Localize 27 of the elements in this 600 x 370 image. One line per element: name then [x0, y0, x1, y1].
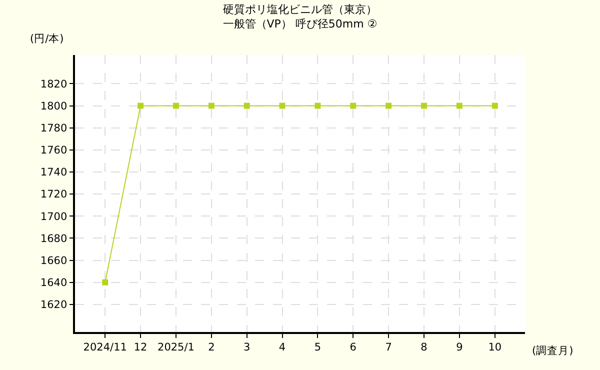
y-tick-label: 1680	[40, 232, 68, 245]
x-tick-label: 6	[350, 341, 357, 354]
y-tick-label: 1800	[40, 100, 68, 112]
y-tick-label: 1740	[40, 166, 68, 179]
y-tick-label: 1820	[40, 78, 68, 90]
x-tick-label: 2024/11	[83, 341, 127, 354]
x-axis-title: (調査月)	[532, 344, 574, 357]
x-tick-label: 2	[208, 341, 215, 354]
y-tick-label: 1640	[40, 277, 68, 290]
y-tick-label: 1780	[40, 122, 68, 135]
y-tick-label: 1700	[40, 210, 68, 223]
y-tick-label: 1760	[40, 144, 68, 157]
x-tick-label: 8	[420, 341, 428, 354]
x-tick-label: 7	[385, 341, 392, 354]
y-tick-label: 1620	[40, 299, 68, 312]
x-tick-label: 5	[314, 341, 322, 354]
x-tick-label: 3	[244, 341, 250, 354]
chart-subtitle: 一般管（VP） 呼び径50mm ②	[222, 17, 378, 30]
x-tick-label: 10	[488, 341, 502, 354]
y-tick-label: 1720	[40, 188, 68, 201]
y-axis-title: (円/本)	[30, 32, 64, 45]
x-tick-label: 2025/1	[158, 341, 194, 354]
x-tick-label: 9	[456, 341, 463, 354]
chart-title: 硬質ポリ塩化ビニル管（東京）	[223, 2, 377, 16]
x-tick-label: 12	[134, 341, 148, 354]
y-tick-label: 1660	[40, 254, 68, 267]
x-tick-label: 4	[278, 341, 286, 354]
